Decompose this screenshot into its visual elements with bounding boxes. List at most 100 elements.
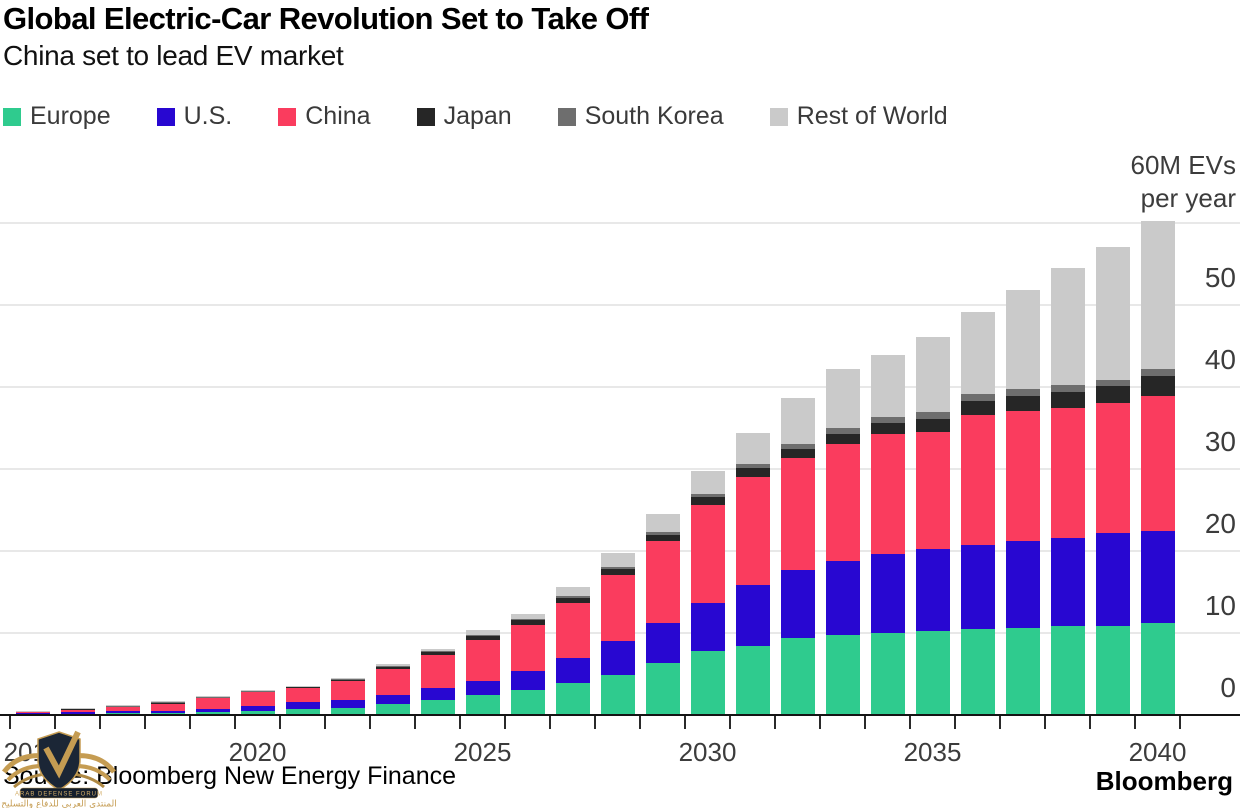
bar-segment-2024-south-korea: [420, 650, 455, 652]
x-axis-tick: [504, 716, 506, 729]
bar-segment-2023-europe: [375, 704, 410, 715]
bar-segment-2031-japan: [735, 468, 770, 478]
y-axis-label-50: 50: [1204, 262, 1236, 293]
x-axis-tick: [144, 716, 146, 729]
bar-segment-2026-europe: [510, 689, 545, 715]
bar-segment-2027-china: [555, 602, 590, 658]
bar-segment-2019-europe: [195, 712, 230, 715]
forum-watermark-logo: ARAB DEFENSE FORUM المنتدى العربي للدفاع…: [1, 730, 117, 808]
bar-segment-2029-china: [645, 541, 680, 624]
bar-segment-2036-europe: [960, 628, 995, 715]
x-axis-tick: [774, 716, 776, 729]
bar-segment-2024-china: [420, 655, 455, 688]
x-axis-tick: [684, 716, 686, 729]
gridline-20: [0, 550, 1240, 552]
bar-segment-2023-japan: [375, 666, 410, 670]
bar-segment-2039-china: [1095, 402, 1130, 533]
bar-segment-2019-japan: [195, 697, 230, 699]
bar-segment-2040-u-s-: [1140, 531, 1175, 624]
legend-swatch-icon: [156, 107, 175, 126]
bar-segment-2028-u-s-: [600, 641, 635, 675]
x-axis-tick: [414, 716, 416, 729]
bar-segment-2040-europe: [1140, 623, 1175, 715]
bar-segment-2017-u-s-: [105, 711, 140, 714]
y-axis-label-0: 0: [1220, 672, 1236, 703]
bar-segment-2025-japan: [465, 636, 500, 641]
bar-segment-2030-south-korea: [690, 494, 725, 498]
bar-segment-2037-china: [1005, 410, 1040, 542]
bar-segment-2039-south-korea: [1095, 379, 1130, 386]
y-axis-label-40: 40: [1204, 344, 1236, 375]
legend-swatch-icon: [416, 107, 435, 126]
bar-segment-2017-rest-of-world: [105, 704, 140, 706]
bar-segment-2018-japan: [150, 702, 185, 704]
bar-segment-2033-japan: [825, 434, 860, 445]
bar-segment-2017-japan: [105, 705, 140, 707]
bar-segment-2039-rest-of-world: [1095, 246, 1130, 380]
bar-segment-2032-japan: [780, 449, 815, 459]
bar-segment-2025-u-s-: [465, 680, 500, 696]
legend-label: U.S.: [183, 102, 233, 130]
bar-segment-2028-europe: [600, 674, 635, 715]
bar-segment-2030-u-s-: [690, 602, 725, 652]
bar-segment-2027-japan: [555, 598, 590, 603]
x-axis-label-2025: 2025: [453, 737, 512, 767]
y-axis-label-10: 10: [1204, 590, 1236, 621]
bar-segment-2024-europe: [420, 700, 455, 715]
bar-segment-2036-china: [960, 414, 995, 546]
bar-segment-2018-u-s-: [150, 710, 185, 713]
x-axis-tick: [99, 716, 101, 729]
bar-segment-2038-south-korea: [1050, 385, 1085, 392]
legend-swatch-icon: [3, 107, 21, 126]
x-axis-tick: [324, 716, 326, 729]
bar-segment-2025-europe: [465, 695, 500, 715]
x-axis-tick: [9, 716, 11, 729]
bar-segment-2038-japan: [1050, 391, 1085, 408]
x-axis-tick: [639, 716, 641, 729]
bar-segment-2027-south-korea: [555, 596, 590, 599]
bar-segment-2032-u-s-: [780, 569, 815, 638]
legend-item-south-korea: South Korea: [557, 102, 724, 131]
bar-segment-2023-south-korea: [375, 665, 410, 667]
bar-segment-2026-south-korea: [510, 618, 545, 621]
bar-segment-2038-u-s-: [1050, 537, 1085, 627]
bar-segment-2024-u-s-: [420, 687, 455, 701]
bar-segment-2022-europe: [330, 708, 365, 715]
bar-segment-2037-europe: [1005, 628, 1040, 715]
bar-segment-2021-europe: [285, 709, 320, 715]
bar-segment-2031-rest-of-world: [735, 433, 770, 465]
bar-segment-2024-japan: [420, 651, 455, 656]
x-axis-tick: [189, 716, 191, 729]
bar-segment-2035-japan: [915, 419, 950, 433]
bar-segment-2025-china: [465, 640, 500, 681]
bar-segment-2040-japan: [1140, 376, 1175, 397]
bar-segment-2030-rest-of-world: [690, 470, 725, 495]
bar-segment-2029-japan: [645, 534, 680, 542]
bar-segment-2019-china: [195, 698, 230, 709]
bar-segment-2032-south-korea: [780, 444, 815, 450]
bar-segment-2026-japan: [510, 620, 545, 625]
legend-label: Rest of World: [796, 102, 948, 130]
x-axis-tick: [369, 716, 371, 729]
bar-segment-2027-rest-of-world: [555, 587, 590, 597]
bar-segment-2037-u-s-: [1005, 541, 1040, 629]
y-axis-label-20: 20: [1204, 508, 1236, 539]
bar-segment-2021-rest-of-world: [285, 685, 320, 687]
bar-segment-2034-u-s-: [870, 554, 905, 633]
bar-segment-2035-south-korea: [915, 412, 950, 420]
bar-segment-2036-rest-of-world: [960, 311, 995, 395]
bar-segment-2031-europe: [735, 646, 770, 715]
x-axis-label-2020: 2020: [228, 737, 287, 767]
x-axis-tick: [1179, 716, 1181, 729]
y-axis-unit-line1: 60M EVs: [1130, 150, 1237, 180]
x-axis-tick: [864, 716, 866, 729]
gridline-50: [0, 304, 1240, 306]
bar-segment-2030-china: [690, 505, 725, 603]
x-axis-tick: [54, 716, 56, 729]
bar-segment-2040-china: [1140, 396, 1175, 532]
bar-segment-2039-u-s-: [1095, 532, 1130, 626]
x-axis-tick: [594, 716, 596, 729]
watermark-check: [43, 730, 81, 779]
chart-title: Global Electric-Car Revolution Set to Ta…: [3, 1, 649, 36]
